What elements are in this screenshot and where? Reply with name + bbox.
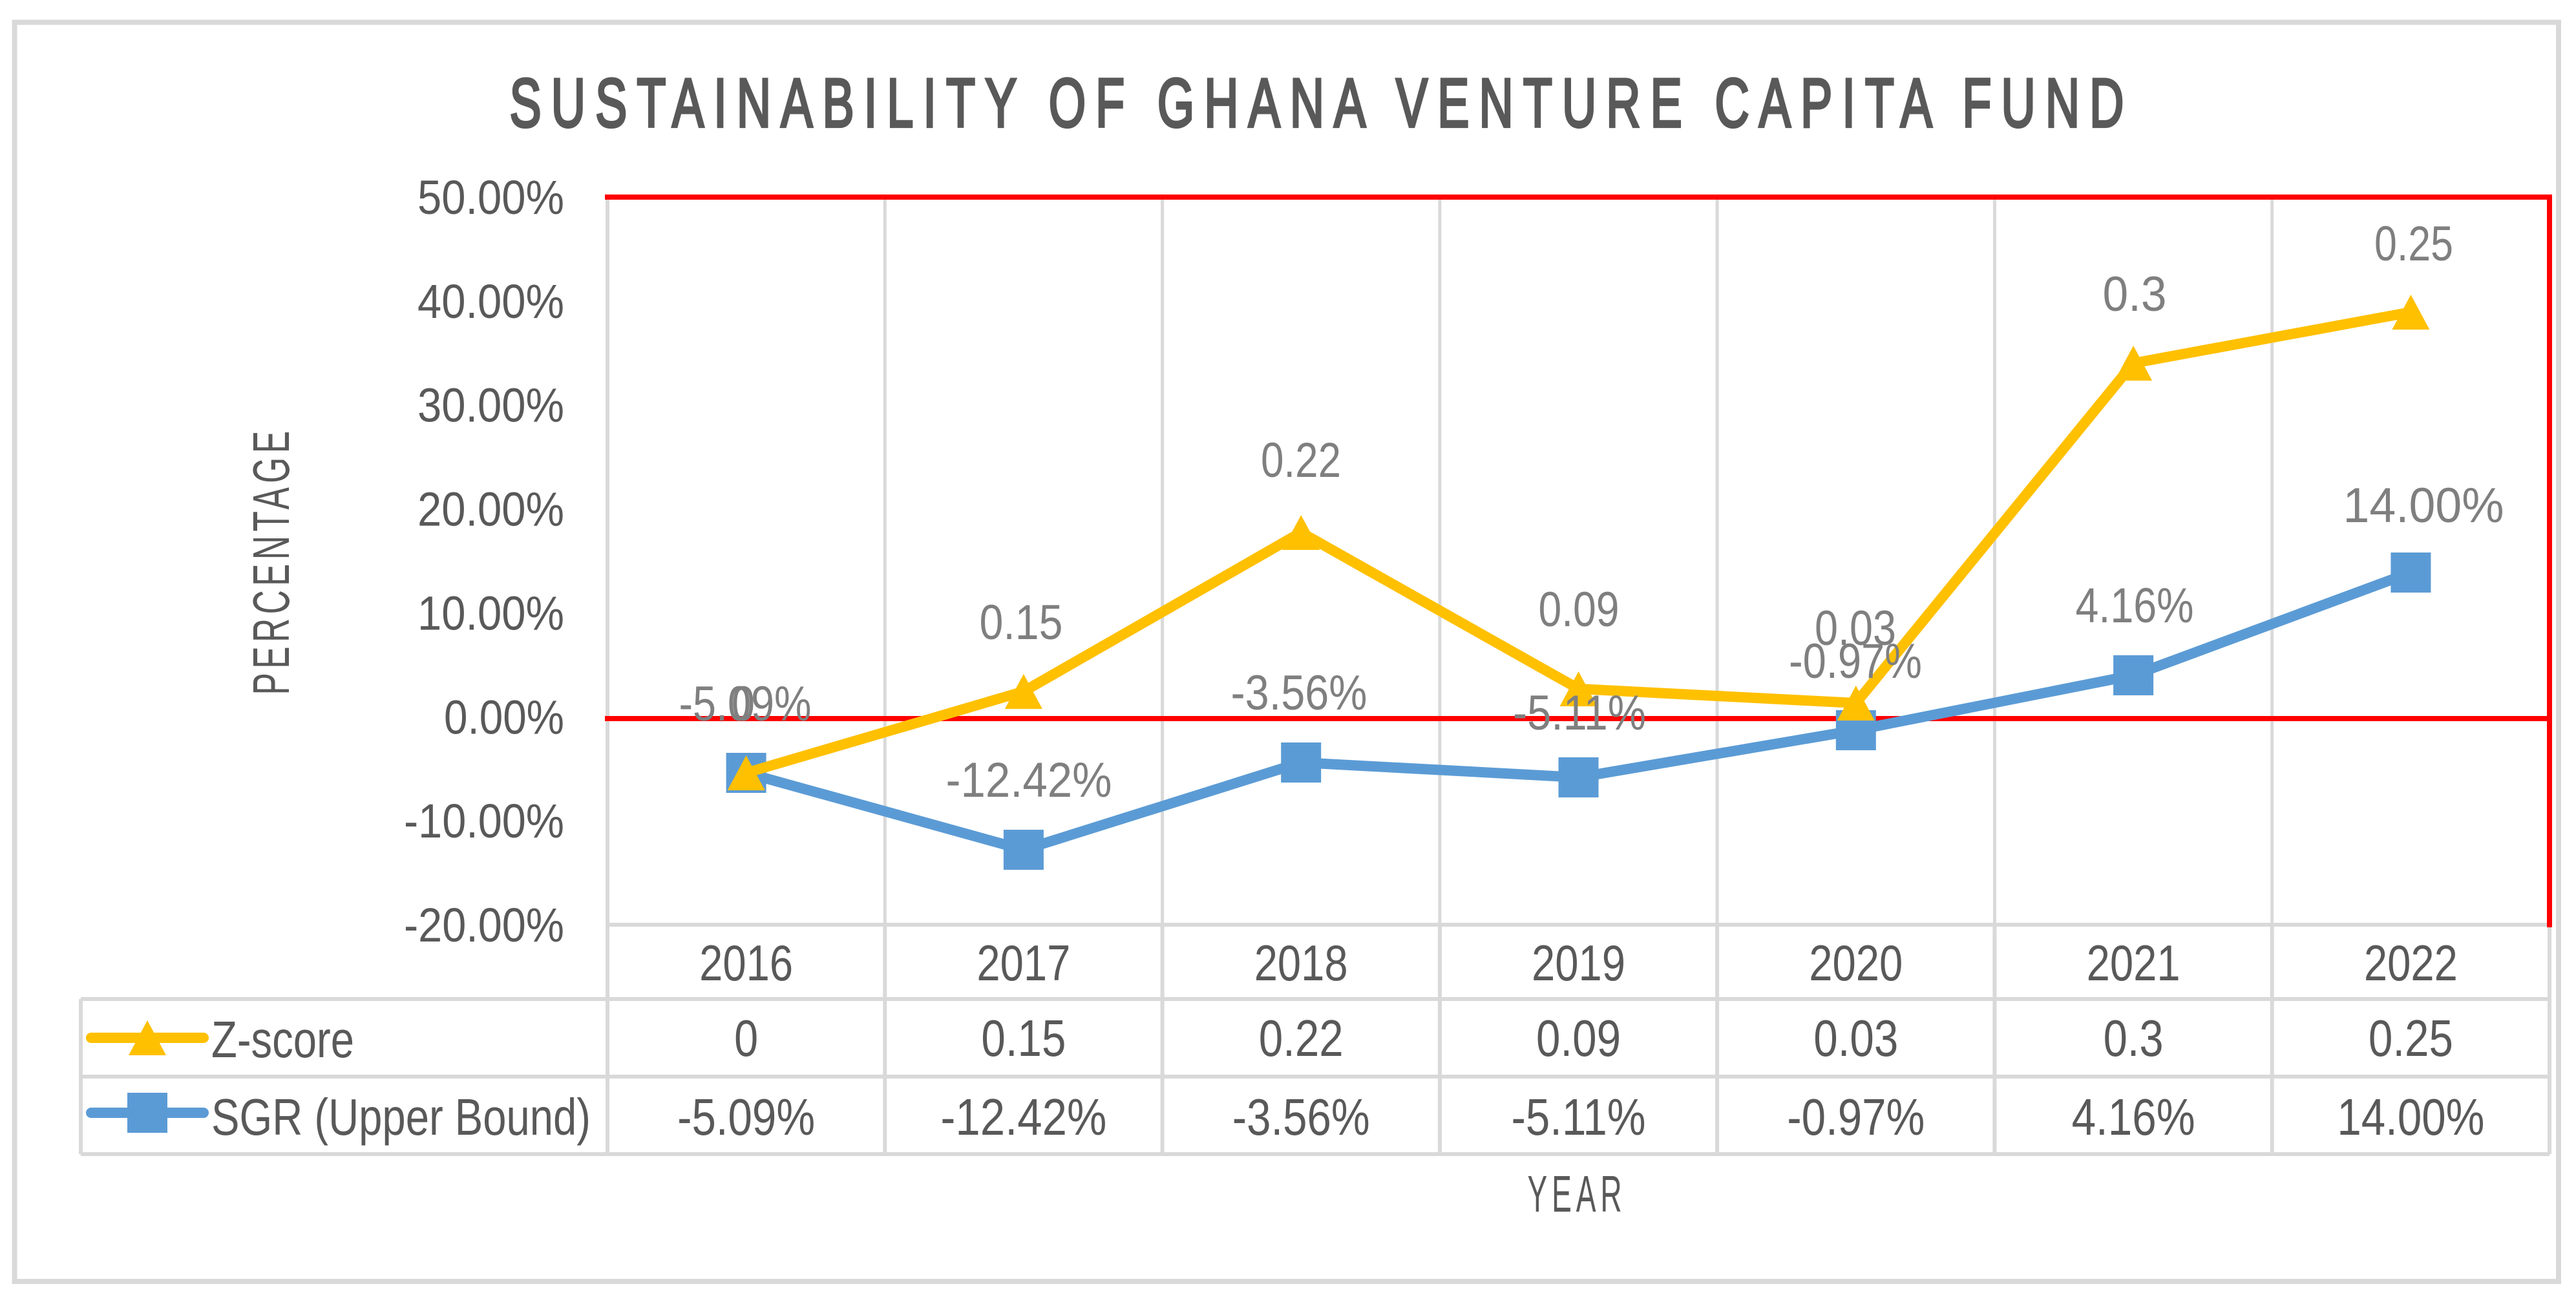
svg-text:0.09: 0.09 — [1536, 1009, 1621, 1067]
svg-text:0.03: 0.03 — [1815, 601, 1896, 656]
svg-text:10.00%: 10.00% — [417, 586, 564, 640]
svg-text:-0.97%: -0.97% — [1789, 634, 1922, 689]
svg-text:0: 0 — [734, 1009, 758, 1067]
svg-text:PERCENTAGE: PERCENTAGE — [242, 427, 300, 695]
svg-text:-12.42%: -12.42% — [940, 1088, 1106, 1146]
svg-text:-3.56%: -3.56% — [1231, 666, 1367, 721]
svg-text:0.22: 0.22 — [1259, 1009, 1344, 1067]
svg-text:SGR (Upper Bound): SGR (Upper Bound) — [211, 1088, 591, 1146]
svg-text:YEAR: YEAR — [1528, 1165, 1627, 1223]
svg-text:SUSTAINABILITY OF GHANA VENTUR: SUSTAINABILITY OF GHANA VENTURE CAPITA F… — [510, 64, 2134, 142]
svg-text:2019: 2019 — [1532, 934, 1625, 991]
svg-text:Z-score: Z-score — [211, 1011, 354, 1068]
svg-text:-10.00%: -10.00% — [404, 794, 564, 848]
svg-text:-12.42%: -12.42% — [946, 753, 1112, 808]
svg-text:2020: 2020 — [1809, 934, 1903, 991]
svg-text:0.15: 0.15 — [980, 595, 1063, 650]
svg-text:2018: 2018 — [1254, 934, 1348, 991]
svg-text:4.16%: 4.16% — [2076, 578, 2194, 633]
svg-text:0.15: 0.15 — [981, 1009, 1066, 1067]
svg-text:2016: 2016 — [699, 934, 793, 991]
svg-text:-0.97%: -0.97% — [1787, 1088, 1925, 1146]
svg-text:-5.09%: -5.09% — [677, 1088, 815, 1146]
svg-text:4.16%: 4.16% — [2072, 1088, 2195, 1146]
svg-text:-5.11%: -5.11% — [1512, 1088, 1646, 1146]
svg-text:30.00%: 30.00% — [417, 379, 564, 432]
svg-text:0.25: 0.25 — [2369, 1009, 2453, 1067]
svg-text:50.00%: 50.00% — [417, 171, 564, 224]
svg-text:0.09: 0.09 — [1539, 582, 1620, 637]
svg-text:0: 0 — [732, 677, 755, 732]
svg-text:14.00%: 14.00% — [2343, 478, 2504, 533]
svg-text:0.00%: 0.00% — [444, 690, 564, 744]
svg-text:2017: 2017 — [977, 934, 1070, 991]
svg-text:-3.56%: -3.56% — [1232, 1088, 1370, 1146]
svg-text:-5.09%: -5.09% — [679, 677, 812, 732]
svg-text:-5.11%: -5.11% — [1513, 686, 1646, 741]
svg-text:0.25: 0.25 — [2374, 216, 2453, 271]
svg-text:2022: 2022 — [2364, 934, 2458, 991]
svg-text:0.3: 0.3 — [2104, 1009, 2164, 1067]
svg-text:0.03: 0.03 — [1813, 1009, 1898, 1067]
svg-text:-20.00%: -20.00% — [404, 898, 564, 952]
svg-text:2021: 2021 — [2087, 934, 2180, 991]
svg-text:14.00%: 14.00% — [2337, 1088, 2484, 1146]
svg-text:20.00%: 20.00% — [417, 483, 564, 536]
svg-text:0.22: 0.22 — [1261, 433, 1341, 488]
svg-text:0.3: 0.3 — [2103, 267, 2167, 322]
svg-text:40.00%: 40.00% — [417, 275, 564, 328]
